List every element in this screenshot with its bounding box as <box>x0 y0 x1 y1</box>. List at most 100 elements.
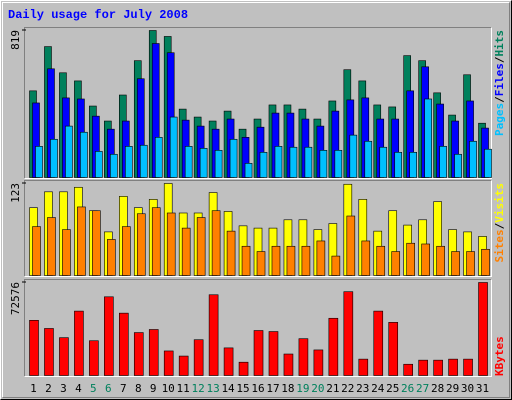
x-tick-label: 16 <box>251 382 264 395</box>
legend-entry: Visits <box>493 183 506 223</box>
bar <box>211 210 221 276</box>
bar <box>379 146 388 178</box>
bar <box>304 146 313 178</box>
y-tick-label: 72576 <box>9 282 22 315</box>
bar <box>259 151 268 178</box>
bar <box>358 358 369 376</box>
bar <box>139 144 148 178</box>
bar <box>107 239 116 276</box>
bar <box>421 243 430 276</box>
legend-separator: / <box>493 222 506 229</box>
bar <box>35 146 43 178</box>
bar <box>286 245 296 276</box>
x-tick-label: 12 <box>192 382 205 395</box>
x-tick-label: 26 <box>401 382 414 395</box>
bar <box>418 359 428 376</box>
panel-shadow <box>24 279 492 377</box>
x-tick-label: 19 <box>296 382 309 395</box>
bar <box>44 328 54 376</box>
bar <box>451 251 460 276</box>
bar <box>214 150 223 178</box>
bar <box>361 240 371 276</box>
x-tick-label: 2 <box>45 382 52 395</box>
x-tick-label: 30 <box>461 382 474 395</box>
bar <box>59 337 69 376</box>
x-tick-label: 10 <box>162 382 175 395</box>
bar <box>256 251 266 276</box>
bar <box>481 248 490 276</box>
bar <box>406 242 415 276</box>
bar <box>110 153 118 178</box>
bar <box>346 215 356 276</box>
bar <box>466 251 475 276</box>
legend-separator: / <box>493 56 506 63</box>
bar <box>50 138 58 178</box>
bar <box>364 140 373 178</box>
bar <box>283 353 294 376</box>
bar <box>391 251 401 276</box>
x-tick-label: 28 <box>431 382 444 395</box>
y-tick-label: 819 <box>9 30 22 50</box>
bar <box>136 213 146 276</box>
bar <box>32 226 41 276</box>
bar <box>424 98 432 178</box>
bar <box>409 151 417 178</box>
panel-shadow <box>24 27 492 179</box>
bar <box>271 245 281 276</box>
bar <box>74 310 84 376</box>
bar <box>469 140 477 178</box>
panel-highlight <box>24 180 492 277</box>
bar <box>196 217 206 276</box>
bar <box>439 146 447 178</box>
x-tick-label: 17 <box>266 382 279 395</box>
bar <box>376 245 386 276</box>
x-tick-label: 3 <box>60 382 67 395</box>
bar <box>319 150 328 178</box>
bar <box>104 296 114 376</box>
bar <box>119 312 129 376</box>
x-tick-label: 23 <box>356 382 369 395</box>
bar <box>274 146 283 178</box>
bar <box>181 227 191 276</box>
legend-entry: Files <box>493 63 506 96</box>
bar <box>484 148 492 178</box>
bar <box>166 212 176 276</box>
bar <box>47 217 56 276</box>
bar <box>433 359 443 376</box>
legend-separator: / <box>493 96 506 103</box>
x-tick-label: 7 <box>120 382 127 395</box>
x-tick-label: 9 <box>150 382 157 395</box>
chart-title: Daily usage for July 2008 <box>8 8 188 22</box>
legend-entry: Pages <box>493 103 506 136</box>
panel-shadow <box>24 180 492 277</box>
bar <box>154 136 163 178</box>
x-tick-label: 8 <box>135 382 142 395</box>
x-tick-label: 15 <box>236 382 249 395</box>
bar <box>478 282 488 376</box>
bar <box>226 230 236 276</box>
bar <box>403 363 413 376</box>
bar <box>436 245 445 276</box>
bar <box>29 320 39 376</box>
bar <box>208 294 219 376</box>
bar <box>448 358 458 376</box>
bar <box>463 358 473 376</box>
legend: Pages/Files/Hits <box>493 30 506 136</box>
bar <box>178 355 189 376</box>
bar <box>133 332 144 376</box>
legend: KBytes <box>493 336 506 376</box>
bar <box>223 347 234 376</box>
bar <box>92 210 101 276</box>
bar <box>122 226 131 276</box>
bar <box>394 151 403 178</box>
bar <box>163 350 174 376</box>
x-tick-label: 24 <box>371 382 385 395</box>
bar <box>343 291 354 376</box>
bar <box>289 146 298 178</box>
bar <box>454 153 462 178</box>
bar <box>184 146 193 178</box>
bar <box>373 310 384 376</box>
bar <box>241 245 251 276</box>
x-tick-label: 4 <box>75 382 82 395</box>
